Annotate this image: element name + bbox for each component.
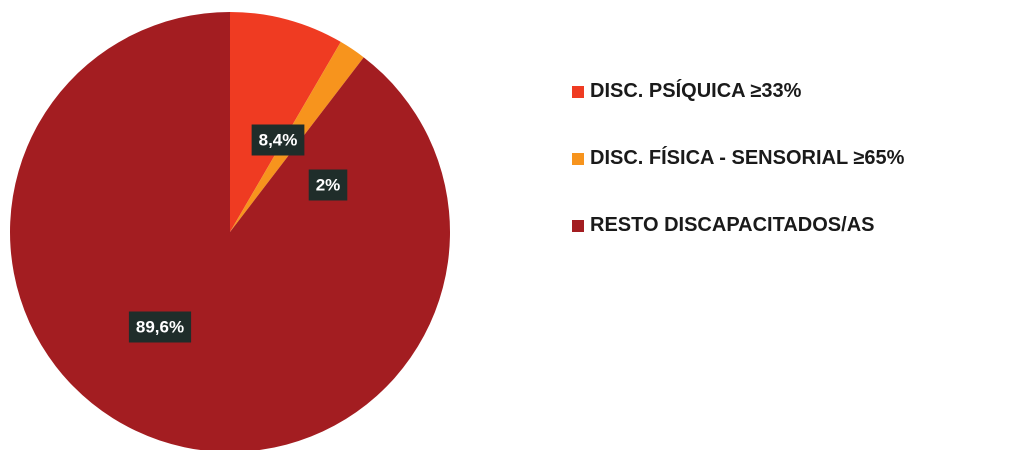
pie-slice-resto: [10, 12, 450, 450]
data-label-box-disc-psiquica: [251, 124, 305, 156]
legend-item-disc-psiquica: DISC. PSÍQUICA ≥33%: [572, 80, 904, 103]
pie-slices: [10, 12, 450, 450]
data-label-box-resto: [128, 311, 192, 343]
legend-label-disc-fisica: DISC. FÍSICA - SENSORIAL ≥65%: [590, 147, 905, 169]
data-label-box-disc-fisica: [308, 169, 348, 201]
data-label-disc-fisica: 2%: [316, 176, 341, 195]
pie-data-labels: 8,4% 2% 89,6%: [128, 124, 348, 343]
legend: DISC. PSÍQUICA ≥33% DISC. FÍSICA - SENSO…: [572, 80, 904, 237]
legend-swatch-disc-fisica: [572, 152, 584, 165]
data-label-disc-psiquica: 8,4%: [259, 131, 298, 150]
legend-swatch-disc-psiquica: [572, 85, 584, 98]
legend-item-disc-fisica: DISC. FÍSICA - SENSORIAL ≥65%: [572, 147, 904, 170]
legend-swatch-resto: [572, 219, 584, 232]
legend-label-resto: RESTO DISCAPACITADOS/AS: [590, 214, 875, 236]
pie-slice-disc-psiquica: [230, 12, 341, 232]
legend-label-disc-psiquica: DISC. PSÍQUICA ≥33%: [590, 80, 802, 102]
data-label-resto: 89,6%: [136, 318, 184, 337]
legend-item-resto: RESTO DISCAPACITADOS/AS: [572, 214, 904, 237]
